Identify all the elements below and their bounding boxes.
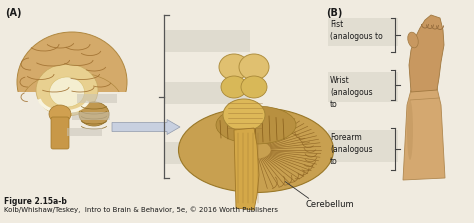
FancyBboxPatch shape: [165, 82, 250, 104]
FancyBboxPatch shape: [72, 112, 110, 120]
Ellipse shape: [408, 32, 418, 48]
Text: Fist
(analogous to: Fist (analogous to: [330, 20, 383, 41]
Text: (A): (A): [5, 8, 21, 18]
Ellipse shape: [239, 54, 269, 80]
Polygon shape: [234, 128, 259, 210]
Text: Cerebellum: Cerebellum: [306, 200, 355, 209]
Text: Forearm
(analogous
to: Forearm (analogous to: [330, 133, 373, 166]
FancyBboxPatch shape: [51, 117, 69, 149]
Ellipse shape: [17, 32, 127, 132]
FancyArrow shape: [112, 120, 180, 134]
Ellipse shape: [49, 105, 71, 123]
FancyBboxPatch shape: [67, 128, 102, 136]
Ellipse shape: [407, 100, 413, 160]
Ellipse shape: [219, 54, 249, 80]
FancyBboxPatch shape: [328, 130, 398, 162]
FancyBboxPatch shape: [165, 30, 250, 52]
Polygon shape: [403, 88, 445, 180]
FancyBboxPatch shape: [165, 142, 250, 164]
Text: Wrist
(analogous
to: Wrist (analogous to: [330, 76, 373, 109]
FancyBboxPatch shape: [77, 94, 117, 103]
Text: Kolb/Whishaw/Teskey,  Intro to Brain & Behavior, 5e, © 2016 Worth Publishers: Kolb/Whishaw/Teskey, Intro to Brain & Be…: [4, 206, 278, 213]
FancyBboxPatch shape: [328, 18, 398, 46]
FancyBboxPatch shape: [328, 72, 398, 102]
Ellipse shape: [221, 76, 247, 98]
Ellipse shape: [22, 72, 122, 132]
Ellipse shape: [241, 76, 267, 98]
FancyBboxPatch shape: [15, 92, 129, 137]
Text: Figure 2.15a-b: Figure 2.15a-b: [4, 197, 67, 206]
Ellipse shape: [179, 107, 334, 192]
Text: (B): (B): [326, 8, 342, 18]
Ellipse shape: [36, 64, 98, 116]
Ellipse shape: [79, 102, 109, 126]
Polygon shape: [409, 15, 444, 92]
Ellipse shape: [216, 106, 296, 144]
Ellipse shape: [223, 99, 265, 131]
Ellipse shape: [49, 77, 84, 107]
